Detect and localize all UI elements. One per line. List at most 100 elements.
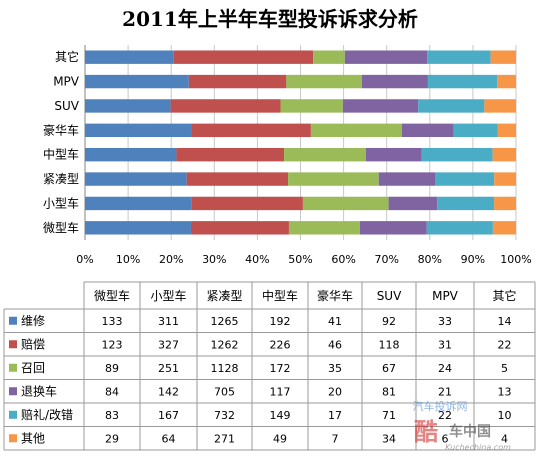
table-cell: 49: [273, 432, 287, 445]
bar-segment: [418, 99, 485, 113]
category-label: 豪华车: [43, 122, 79, 137]
bar-segment: [494, 196, 516, 211]
table-cell: 46: [328, 338, 342, 351]
bar-segment: [492, 147, 516, 162]
watermark-brand: 车中国: [449, 423, 491, 440]
x-tick-label: 80%: [418, 253, 442, 266]
table-cell: 271: [214, 432, 235, 445]
bar-segment: [85, 50, 174, 64]
table-cell: 81: [382, 385, 396, 398]
x-tick-label: 60%: [331, 253, 355, 266]
bar-segment: [170, 99, 281, 113]
table-cell: 71: [382, 409, 396, 422]
table-cell: 83: [105, 409, 119, 422]
legend-swatch: [9, 363, 17, 372]
bar-segment: [280, 99, 343, 113]
table-cell: 22: [438, 409, 452, 422]
table-cell: 92: [382, 315, 396, 328]
x-tick-label: 40%: [245, 253, 269, 266]
bar-segment: [494, 172, 516, 186]
table-cell: 17: [328, 409, 342, 422]
table-cell: 327: [158, 338, 179, 351]
category-label: 小型车: [43, 195, 79, 210]
bar-segment: [365, 147, 422, 162]
table-cell: 172: [270, 362, 291, 375]
table-cell: 67: [382, 362, 396, 375]
table-header: SUV: [377, 289, 402, 303]
legend-swatch: [9, 316, 17, 325]
table-cell: 41: [328, 315, 342, 328]
bar-segment: [85, 99, 171, 113]
watermark-brand-prefix: 酷: [414, 418, 438, 446]
table-row-label: 退换车: [21, 383, 57, 398]
table-header: 中型车: [262, 288, 298, 303]
bar-segment: [497, 74, 516, 89]
table-row-label: 赔偿: [21, 336, 45, 351]
bar-segment: [421, 147, 493, 162]
watermark: 汽车投诉网 酷 车中国 Kuchechina.com: [413, 399, 512, 452]
bar-segment: [437, 196, 495, 211]
x-tick-label: 50%: [288, 253, 312, 266]
table-cell: 31: [438, 338, 452, 351]
bar-segment: [85, 123, 192, 138]
legend-swatch: [9, 434, 17, 443]
table-cell: 226: [270, 338, 291, 351]
table-row-label: 赔礼/改错: [21, 407, 73, 422]
category-label: SUV: [54, 99, 79, 113]
table-cell: 64: [162, 432, 176, 445]
bar-segment: [342, 99, 419, 113]
table-cell: 732: [214, 409, 235, 422]
bar-segment: [85, 172, 187, 186]
x-tick-label: 20%: [159, 253, 183, 266]
bar-segment: [427, 50, 491, 64]
bar-segment: [288, 172, 379, 186]
category-label: 紧凑型: [43, 172, 79, 186]
bar-segment: [310, 123, 402, 138]
bar-segment: [173, 50, 314, 64]
table-cell: 10: [498, 409, 512, 422]
table-cell: 33: [438, 315, 452, 328]
x-axis-ticks: 0% 10% 20% 30% 40% 50% 60% 70% 80% 90% 100%: [76, 253, 531, 266]
category-label: MPV: [53, 75, 80, 89]
table-row-label: 维修: [21, 313, 45, 328]
bar-segment: [191, 123, 311, 138]
gridlines: [84, 45, 517, 240]
table-header: 紧凑型: [206, 289, 242, 303]
table-cell: 89: [105, 362, 119, 375]
table-cell: 251: [158, 362, 179, 375]
bar-segment: [85, 196, 192, 211]
category-label: 微型车: [43, 220, 79, 235]
table-cell: 123: [102, 338, 123, 351]
bar-segment: [490, 50, 516, 64]
table-cell: 1265: [211, 315, 239, 328]
table-row-label: 召回: [21, 361, 45, 375]
bar-segment: [453, 123, 498, 138]
bar-segment: [344, 50, 428, 64]
table-cell: 24: [438, 362, 452, 375]
table-cell: 192: [270, 315, 291, 328]
table-header: 豪华车: [317, 288, 353, 303]
legend-swatch: [9, 387, 17, 396]
table-cell: 311: [158, 315, 179, 328]
bar-segment: [497, 123, 516, 138]
x-tick-label: 10%: [116, 253, 140, 266]
table-header: 微型车: [94, 288, 130, 303]
table-cell: 6: [442, 432, 449, 445]
bar-segment: [388, 196, 438, 211]
bar-segment: [288, 221, 360, 235]
bar-segment: [401, 123, 454, 138]
x-tick-label: 90%: [461, 253, 485, 266]
table-cell: 5: [501, 362, 508, 375]
bar-segment: [85, 147, 177, 162]
bar-segment: [176, 147, 285, 162]
table-cell: 21: [438, 385, 452, 398]
x-tick-label: 30%: [202, 253, 226, 266]
chart-title: 2011年上半年车型投诉诉求分析: [122, 7, 418, 31]
bar-segment: [484, 99, 516, 113]
table-cell: 1262: [211, 338, 239, 351]
legend-swatch: [9, 340, 17, 349]
x-tick-label: 100%: [500, 253, 531, 266]
bar-area: [85, 50, 516, 235]
category-labels: 微型车 小型车 紧凑型 中型车 豪华车 SUV MPV 其它: [43, 49, 80, 235]
